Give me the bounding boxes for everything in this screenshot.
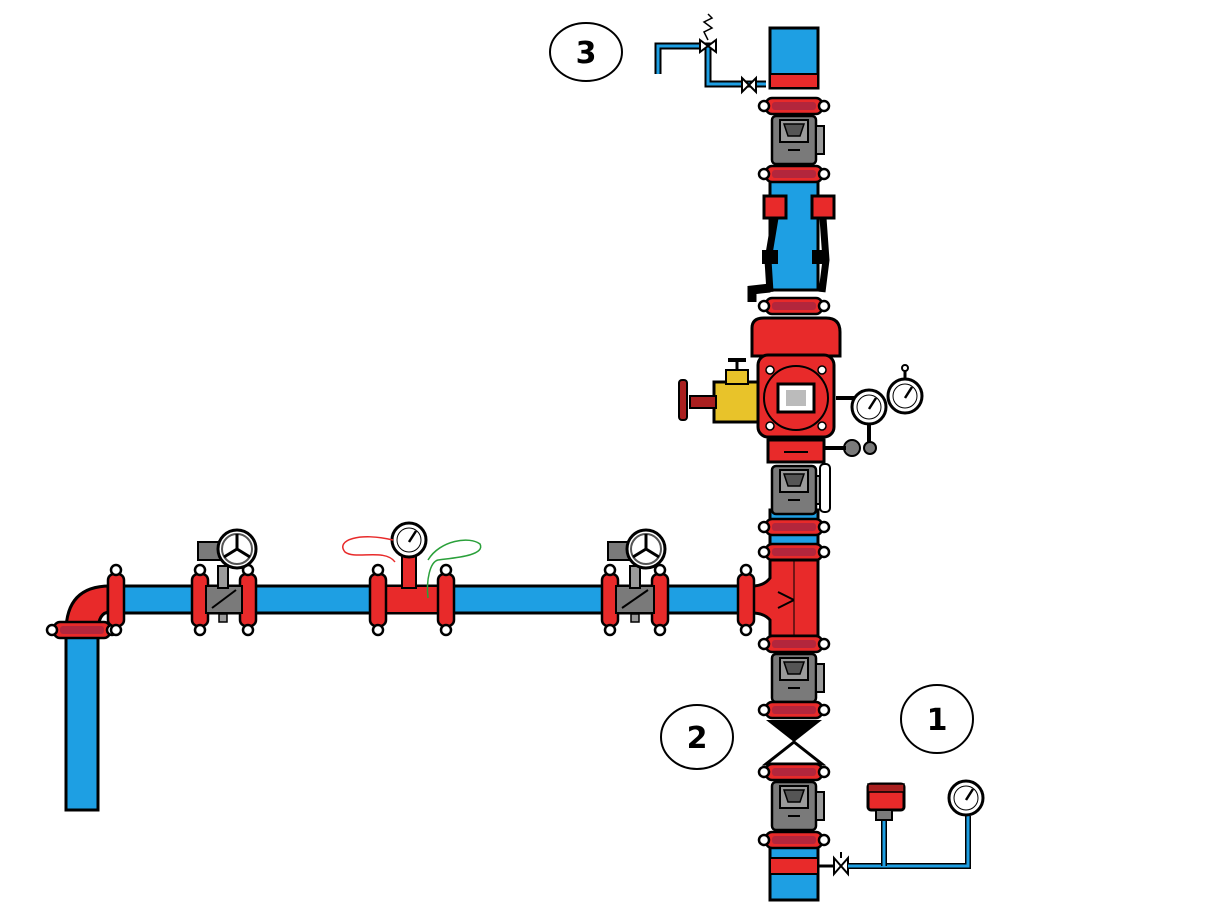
- lower-control-valve[interactable]: [757, 634, 831, 720]
- callout-3: 3: [549, 22, 623, 82]
- pressure-gauge-icon: [886, 377, 924, 415]
- riser-tee: [736, 542, 831, 638]
- callout-2: 2: [660, 704, 734, 770]
- pressure-gauge-icon: [850, 388, 888, 426]
- pressure-gauge-icon: [947, 779, 985, 817]
- test-gauge-assembly: [342, 521, 482, 637]
- callout-3-label: 3: [576, 36, 597, 71]
- trim-piping: [747, 194, 836, 302]
- relief-valve-trim: [654, 13, 766, 95]
- upper-control-valve[interactable]: [757, 96, 831, 184]
- handwheel-icon: [625, 528, 667, 570]
- alarm-valve[interactable]: [750, 296, 842, 464]
- alarm-valve-gauges: [824, 364, 924, 457]
- gate-valve-right[interactable]: [600, 528, 670, 637]
- main-control-valve[interactable]: [757, 463, 831, 537]
- relief-valve-icon: [699, 13, 717, 54]
- pressure-switch-icon: [866, 782, 906, 821]
- handwheel-icon: [216, 528, 258, 570]
- callout-1-label: 1: [927, 703, 948, 738]
- drain-valve[interactable]: [678, 358, 760, 424]
- callout-2-label: 2: [687, 721, 708, 756]
- bottom-control-valve[interactable]: [757, 762, 831, 850]
- pressure-gauge-icon: [390, 521, 428, 559]
- check-valve-icon: [761, 720, 827, 766]
- gate-valve-left[interactable]: [190, 528, 258, 637]
- callout-1: 1: [900, 684, 974, 754]
- supply-trim: [818, 779, 985, 877]
